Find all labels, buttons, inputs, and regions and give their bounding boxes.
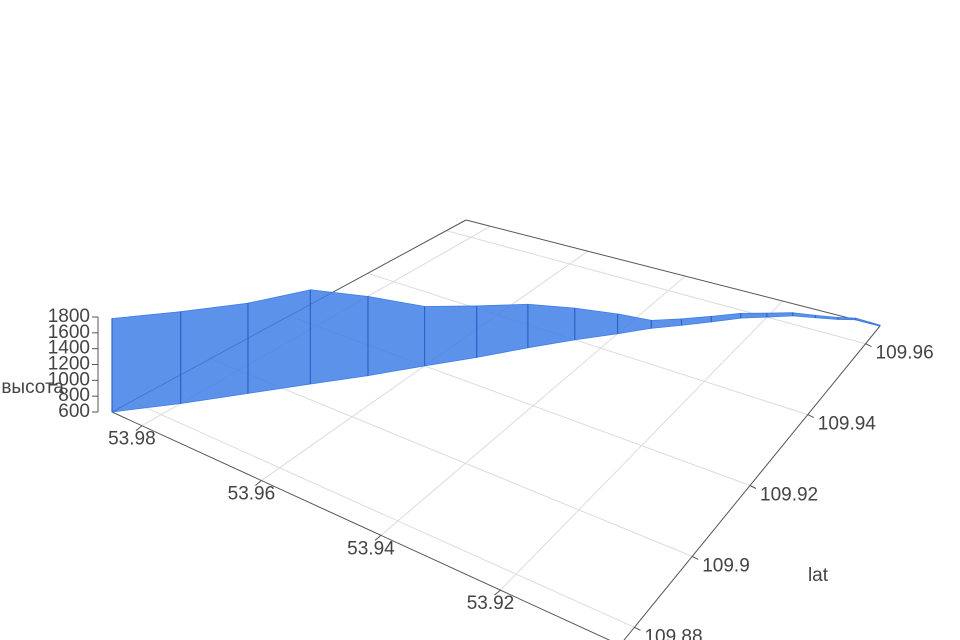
z-tick-label: 1400 [48, 338, 90, 359]
z-tick-label: 800 [58, 385, 90, 406]
z-tick-label: 1800 [48, 306, 90, 327]
ribbon-segment [617, 313, 652, 335]
ribbon-segment [111, 311, 182, 413]
y-tick [807, 414, 815, 419]
grid-line [367, 272, 808, 416]
grid-line [210, 358, 693, 557]
grid-line [131, 400, 635, 628]
ribbon-segment [180, 302, 249, 405]
ribbon-segment [367, 295, 425, 377]
y-tick [634, 626, 641, 631]
ribbon-segment [740, 312, 768, 319]
ribbon-segment [681, 315, 712, 326]
ribbon-segment [837, 317, 857, 321]
ribbon-segment [815, 314, 839, 320]
x-tick-label: 53.96 [228, 484, 276, 505]
axis-edge [111, 411, 611, 640]
x-tick [374, 534, 382, 541]
x-tick [255, 480, 262, 486]
x-tick [135, 425, 143, 432]
ribbon-segment [869, 321, 881, 327]
y-axis-title: lat [808, 565, 829, 586]
x-tick-label: 53.98 [108, 429, 156, 450]
ribbon-segment [855, 317, 871, 325]
ribbon-segment [710, 312, 742, 323]
x-tick-label: 53.94 [347, 538, 395, 559]
ribbon-segment [309, 289, 369, 385]
grid-line [446, 230, 866, 345]
x-tick-label: 53.92 [467, 593, 515, 614]
y-tick-label: 109.96 [876, 343, 934, 364]
ribbon-segment [247, 289, 311, 394]
x-tick [494, 589, 501, 596]
z-tick-label: 1200 [48, 354, 90, 375]
y-tick [749, 485, 757, 489]
y-tick-label: 109.88 [644, 626, 702, 640]
ribbon-segment [424, 305, 478, 367]
y-tick-label: 109.9 [702, 555, 750, 576]
axis-edge [623, 325, 881, 640]
z-tick-label: 1000 [48, 369, 90, 390]
y-tick-label: 109.92 [760, 485, 818, 506]
axis-edge [465, 219, 881, 327]
ribbon-segment [766, 312, 794, 318]
y-tick [691, 555, 699, 560]
ribbon-segment [476, 303, 529, 358]
z-tick-label: 600 [58, 401, 90, 422]
y-tick-label: 109.94 [818, 414, 877, 435]
z-tick-label: 1600 [48, 322, 90, 343]
ribbon-segment [792, 312, 816, 319]
ribbon-segment [650, 318, 682, 329]
ribbon-segment [574, 307, 618, 341]
y-tick [865, 343, 872, 348]
z-axis-title: высота [1, 377, 64, 398]
ribbon-segment [527, 303, 576, 349]
